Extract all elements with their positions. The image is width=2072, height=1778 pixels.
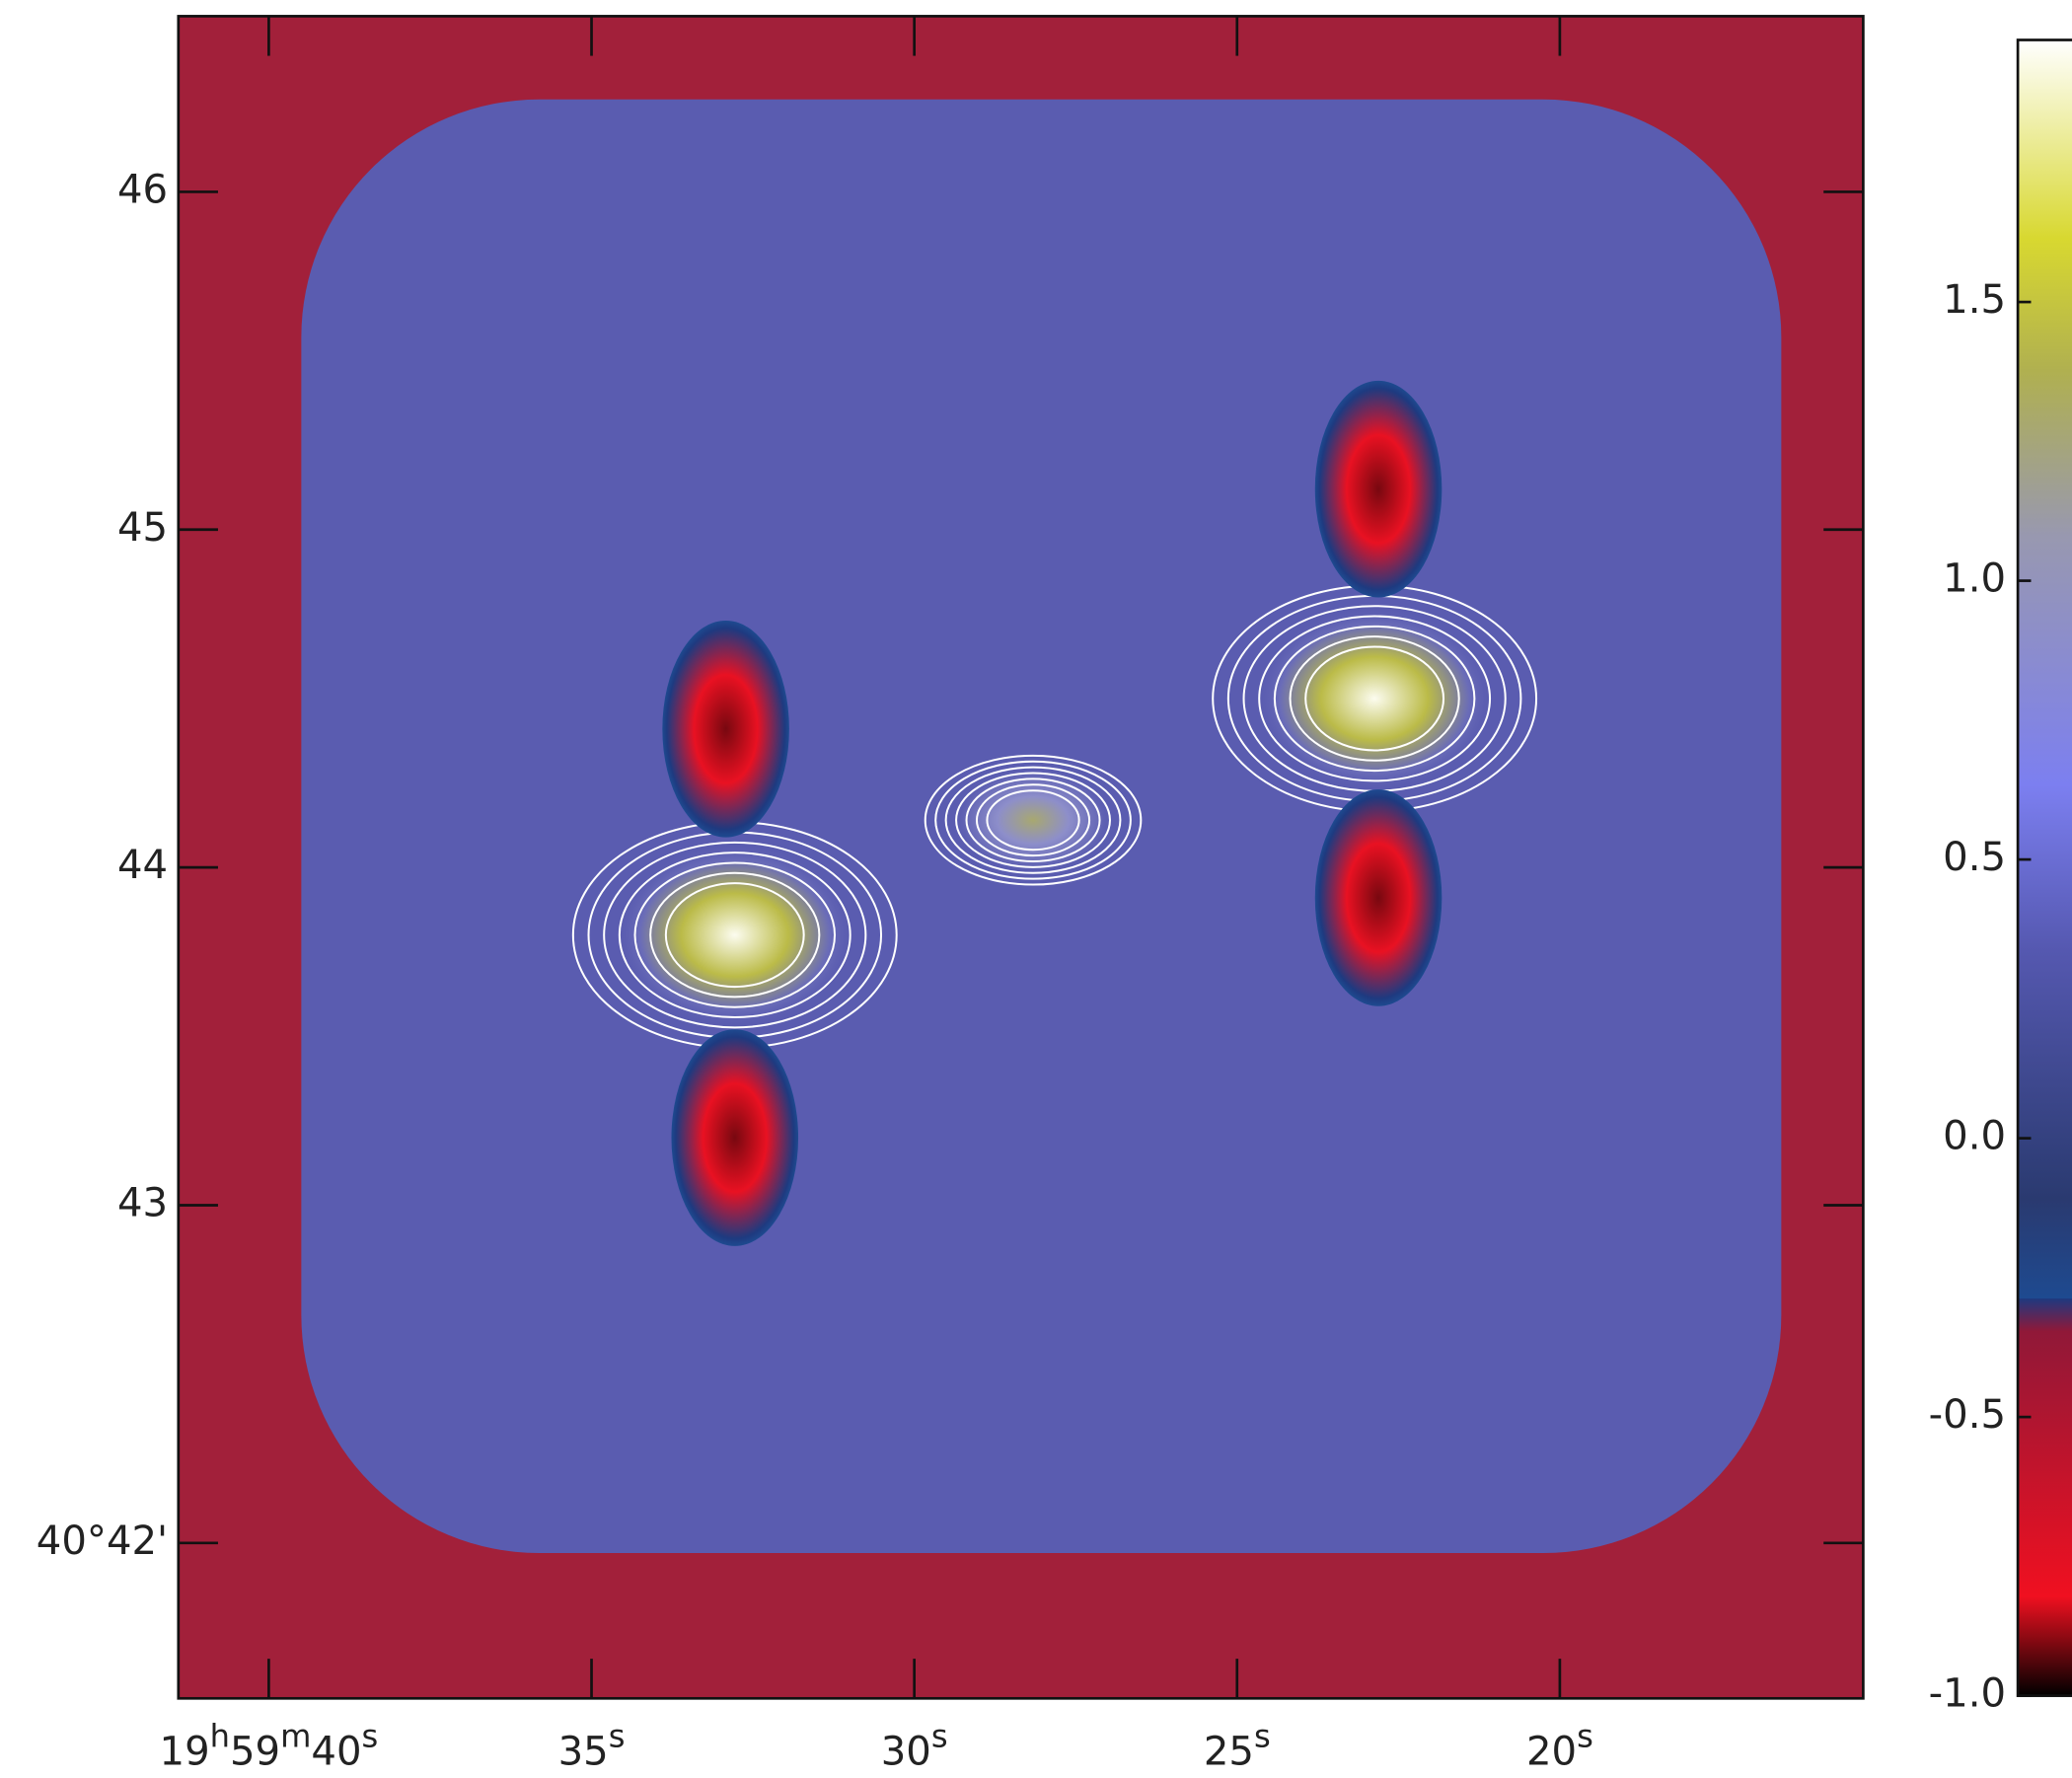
contour (986, 789, 1080, 852)
contour (633, 861, 837, 1008)
contour (965, 778, 1101, 862)
colorbar-tick-label: 0.0 (1943, 1114, 2006, 1159)
contour (603, 841, 867, 1029)
source (953, 767, 1113, 873)
contour (1258, 615, 1492, 782)
x-tick-label: 19h59m40s (160, 1717, 379, 1774)
y-tick-label: 46 (117, 167, 168, 212)
x-tick-label: 35s (558, 1717, 626, 1774)
contour (649, 871, 821, 999)
source (671, 1029, 799, 1246)
colorbar (2016, 38, 2072, 1697)
x-tick-label: 30s (881, 1717, 948, 1774)
y-tick-label: 43 (117, 1180, 168, 1225)
source (616, 842, 854, 1028)
colorbar-tick-label: -1.0 (1929, 1671, 2006, 1717)
source (1314, 380, 1443, 598)
frame (177, 15, 1865, 1700)
source (662, 620, 789, 838)
source (1255, 606, 1494, 791)
contour (664, 882, 805, 989)
x-tick-label: 20s (1526, 1717, 1593, 1774)
y-tick-label: 40°42' (37, 1519, 168, 1564)
source (1314, 789, 1443, 1006)
y-tick-label: 45 (117, 505, 168, 551)
colorbar-tick-label: 1.5 (1943, 277, 2006, 323)
colorbar-tick-label: -0.5 (1929, 1392, 2006, 1438)
contour (955, 772, 1111, 868)
contour (975, 783, 1091, 857)
colorbar-tick-label: 0.5 (1943, 835, 2006, 880)
contour (1304, 645, 1445, 752)
x-tick-label: 25s (1204, 1717, 1271, 1774)
colorbar-tick-label: 1.0 (1943, 556, 2006, 602)
contour (944, 766, 1122, 874)
contour (618, 852, 851, 1019)
contour (1273, 625, 1476, 773)
y-tick-label: 44 (117, 843, 168, 888)
contour (924, 754, 1143, 886)
sources (571, 380, 1538, 1246)
contour (1289, 635, 1460, 762)
contour (934, 760, 1132, 880)
